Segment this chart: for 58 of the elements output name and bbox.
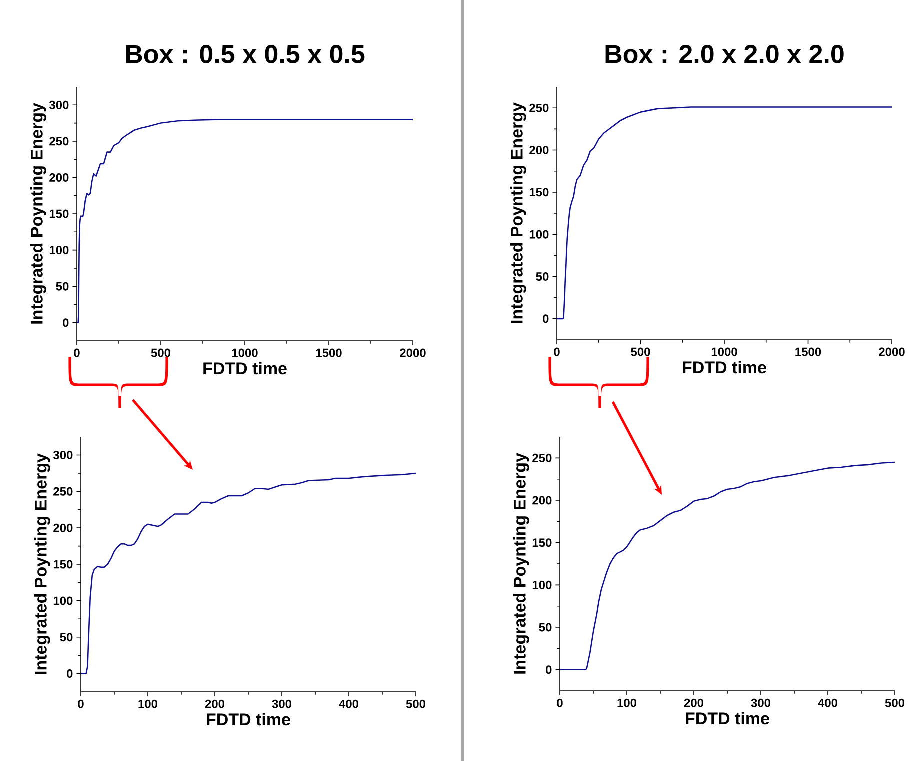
y-tick-label: 300 [53, 450, 73, 460]
x-axis-title: FDTD time [683, 361, 766, 374]
x-tick-label: 300 [751, 698, 771, 708]
y-tick-label: 250 [54, 487, 73, 496]
y-tick-label: 100 [532, 580, 552, 590]
x-tick-label: 1500 [796, 348, 822, 356]
y-tick-label: 50 [536, 272, 549, 281]
x-tick-label: 0 [74, 348, 80, 358]
y-tick-label: 250 [532, 454, 552, 462]
x-tick-label: 2000 [400, 348, 426, 358]
y-tick-label: 0 [543, 314, 549, 324]
y-axis-title: Integrated Poynting Energy [513, 453, 530, 674]
x-axis-title: FDTD time [204, 362, 287, 375]
x-tick-label: 400 [818, 698, 838, 708]
x-tick-label: 0 [557, 698, 563, 708]
y-tick-label: 100 [50, 246, 69, 255]
y-axis-title: Integrated Poynting Energy [30, 103, 46, 324]
x-tick-label: 1000 [232, 348, 258, 358]
y-tick-label: 150 [54, 560, 73, 569]
y-tick-label: 0 [62, 318, 69, 328]
y-tick-label: 200 [54, 524, 73, 532]
y-tick-label: 150 [530, 188, 549, 197]
y-tick-label: 50 [539, 623, 552, 632]
y-tick-label: 200 [532, 496, 552, 505]
x-tick-label: 500 [151, 348, 171, 358]
y-tick-label: 200 [50, 173, 69, 182]
y-tick-label: 0 [546, 666, 552, 674]
x-tick-label: 1000 [712, 348, 738, 356]
x-tick-label: 500 [885, 698, 905, 708]
x-axis-title: FDTD time [686, 712, 770, 725]
y-tick-label: 50 [60, 633, 73, 642]
y-tick-label: 300 [49, 100, 69, 110]
chart-title: Box : 2.0 x 2.0 x 2.0 [606, 45, 844, 64]
x-tick-label: 2000 [879, 348, 905, 356]
x-tick-label: 200 [684, 698, 704, 708]
y-tick-label: 150 [532, 538, 552, 548]
x-tick-label: 0 [554, 348, 560, 356]
x-tick-label: 100 [138, 700, 158, 708]
x-tick-label: 300 [272, 700, 292, 708]
x-tick-label: 200 [205, 700, 225, 708]
y-axis-title: Integrated Poynting Energy [34, 454, 50, 674]
x-tick-label: 400 [339, 700, 359, 708]
y-tick-label: 250 [530, 104, 549, 112]
x-axis-title: FDTD time [207, 713, 290, 726]
x-tick-label: 1500 [316, 348, 342, 358]
x-tick-label: 0 [78, 700, 84, 708]
y-tick-label: 200 [530, 146, 549, 154]
x-tick-label: 100 [618, 698, 637, 708]
y-tick-label: 0 [66, 670, 73, 678]
y-tick-label: 100 [54, 596, 73, 606]
x-tick-label: 500 [631, 348, 650, 356]
y-tick-label: 100 [530, 230, 549, 239]
y-tick-label: 150 [50, 210, 69, 218]
y-axis-title: Integrated Poynting Energy [510, 102, 526, 324]
x-tick-label: 500 [406, 700, 426, 708]
y-tick-label: 50 [56, 282, 69, 291]
y-tick-label: 250 [50, 137, 69, 146]
chart-title: Box : 0.5 x 0.5 x 0.5 [126, 45, 365, 64]
